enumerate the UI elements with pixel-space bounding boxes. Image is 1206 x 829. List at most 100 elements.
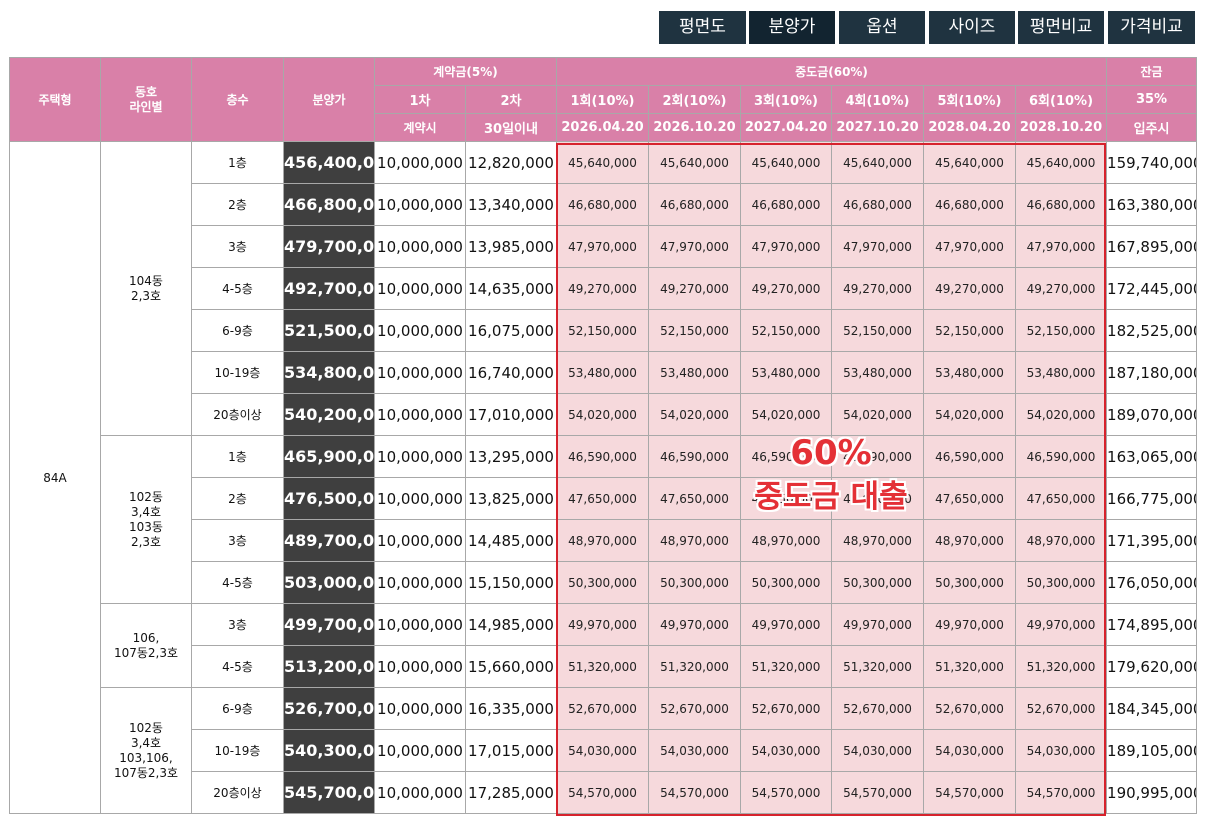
contract-1-cell: 10,000,000 [374,561,466,604]
interim-payment-cell: 52,670,000 [1014,687,1108,730]
tab-price[interactable]: 분양가 [749,11,835,44]
floor-cell: 2층 [191,183,284,226]
interim-payment-cell: 46,590,000 [923,435,1016,478]
interim-payment-cell: 54,570,000 [1014,771,1108,814]
interim-payment-cell: 51,320,000 [831,645,924,688]
interim-payment-cell: 54,030,000 [740,729,832,772]
contract-1-cell: 10,000,000 [374,603,466,646]
sale-price-cell: 540,200,000 [283,393,375,436]
tab-floorplan[interactable]: 평면도 [659,11,746,44]
contract-2-cell: 17,015,000 [465,729,557,772]
sale-price-cell: 492,700,000 [283,267,375,310]
balance-cell: 176,050,000 [1106,561,1198,604]
interim-payment-cell: 46,590,000 [1014,435,1108,478]
header-contract-1-when: 계약시 [374,113,466,142]
interim-payment-cell: 50,300,000 [831,561,924,604]
contract-1-cell: 10,000,000 [374,519,466,562]
sale-price-cell: 479,700,000 [283,225,375,268]
table-row: 4-5층492,700,00010,000,00014,635,00049,27… [10,267,1198,310]
interim-payment-cell: 47,970,000 [831,225,924,268]
table-row: 84A104동2,3호1층456,400,00010,000,00012,820… [9,141,1198,814]
contract-2-cell: 15,660,000 [465,645,557,688]
contract-1-cell: 10,000,000 [374,309,466,352]
interim-payment-cell: 46,590,000 [740,435,832,478]
interim-payment-cell: 51,320,000 [740,645,832,688]
interim-payment-cell: 47,970,000 [923,225,1016,268]
tab-size[interactable]: 사이즈 [929,11,1015,44]
contract-1-cell: 10,000,000 [374,645,466,688]
interim-payment-cell: 47,650,000 [648,477,741,520]
header-contract-2-when: 30일이내 [465,113,557,142]
interim-payment-cell: 46,590,000 [556,435,649,478]
contract-1-cell: 10,000,000 [374,183,466,226]
sale-price-cell: 521,500,000 [283,309,375,352]
tab-floorplan-compare[interactable]: 평면비교 [1018,11,1104,44]
contract-1-cell: 10,000,000 [374,729,466,772]
dongho-group-cell: 102동 3,4호 103,106, 107동2,3호 [100,687,192,814]
interim-payment-cell: 52,670,000 [648,687,741,730]
tab-price-compare[interactable]: 가격비교 [1108,11,1195,44]
contract-2-cell: 15,150,000 [465,561,557,604]
header-interim-date-1: 2026.04.20 [556,113,649,142]
contract-2-cell: 12,820,000 [465,141,557,184]
interim-payment-cell: 52,670,000 [831,687,924,730]
interim-payment-cell: 51,320,000 [923,645,1016,688]
sale-price-cell: 456,400,000 [283,141,375,184]
interim-payment-cell: 47,650,000 [831,477,924,520]
floor-cell: 10-19층 [191,351,284,394]
table-row: 20층이상545,700,00010,000,00017,285,00054,5… [10,771,1198,814]
interim-payment-cell: 53,480,000 [1014,351,1108,394]
balance-cell: 184,345,000 [1106,687,1198,730]
balance-cell: 171,395,000 [1106,519,1198,562]
interim-payment-cell: 46,590,000 [831,435,924,478]
header-floor: 층수 [191,57,284,142]
interim-payment-cell: 54,570,000 [648,771,741,814]
interim-payment-cell: 52,670,000 [923,687,1016,730]
table-row: 6-9층521,500,00010,000,00016,075,00052,15… [10,309,1198,352]
interim-payment-cell: 54,570,000 [556,771,649,814]
sale-price-cell: 534,800,000 [283,351,375,394]
interim-payment-cell: 52,150,000 [923,309,1016,352]
header-interim-round-1: 1회(10%) [556,85,649,114]
contract-1-cell: 10,000,000 [374,225,466,268]
interim-payment-cell: 51,320,000 [648,645,741,688]
table-row: 10-19층540,300,00010,000,00017,015,00054,… [10,729,1198,772]
interim-payment-cell: 49,270,000 [831,267,924,310]
contract-1-cell: 10,000,000 [374,393,466,436]
unit-type-cell: 84A [9,141,101,814]
interim-payment-cell: 46,680,000 [648,183,741,226]
floor-cell: 3층 [191,519,284,562]
table-row: 3층479,700,00010,000,00013,985,00047,970,… [10,225,1198,268]
sale-price-cell: 465,900,000 [283,435,375,478]
header-interim-date-3: 2027.04.20 [740,113,832,142]
interim-payment-cell: 52,670,000 [556,687,649,730]
tab-options[interactable]: 옵션 [839,11,925,44]
contract-1-cell: 10,000,000 [374,771,466,814]
dongho-group-cell: 102동 3,4호 103동 2,3호 [100,435,192,604]
interim-payment-cell: 47,650,000 [1014,477,1108,520]
interim-payment-cell: 54,020,000 [923,393,1016,436]
balance-cell: 159,740,000 [1106,141,1198,184]
balance-cell: 190,995,000 [1106,771,1198,814]
interim-payment-cell: 47,970,000 [1014,225,1108,268]
interim-payment-cell: 48,970,000 [556,519,649,562]
table-row: 106,107동2,3호3층499,700,00010,000,00014,98… [10,603,1198,688]
interim-payment-cell: 49,270,000 [923,267,1016,310]
floor-cell: 6-9층 [191,309,284,352]
price-table: 주택형 동호 라인별 층수 분양가 계약금(5%) 중도금(60%) 잔금 1차 … [9,57,1198,814]
interim-payment-cell: 49,270,000 [740,267,832,310]
dongho-group-cell: 104동 2,3호 [100,141,192,436]
interim-payment-cell: 54,020,000 [1014,393,1108,436]
balance-cell: 187,180,000 [1106,351,1198,394]
balance-cell: 163,065,000 [1106,435,1198,478]
floor-cell: 1층 [191,435,284,478]
contract-1-cell: 10,000,000 [374,477,466,520]
floor-cell: 4-5층 [191,561,284,604]
table-row: 20층이상540,200,00010,000,00017,010,00054,0… [10,393,1198,436]
interim-payment-cell: 47,970,000 [740,225,832,268]
interim-payment-cell: 52,150,000 [556,309,649,352]
interim-payment-cell: 46,680,000 [556,183,649,226]
interim-payment-cell: 52,150,000 [1014,309,1108,352]
table-row: 3층489,700,00010,000,00014,485,00048,970,… [10,519,1198,562]
table-row: 10-19층534,800,00010,000,00016,740,00053,… [10,351,1198,394]
